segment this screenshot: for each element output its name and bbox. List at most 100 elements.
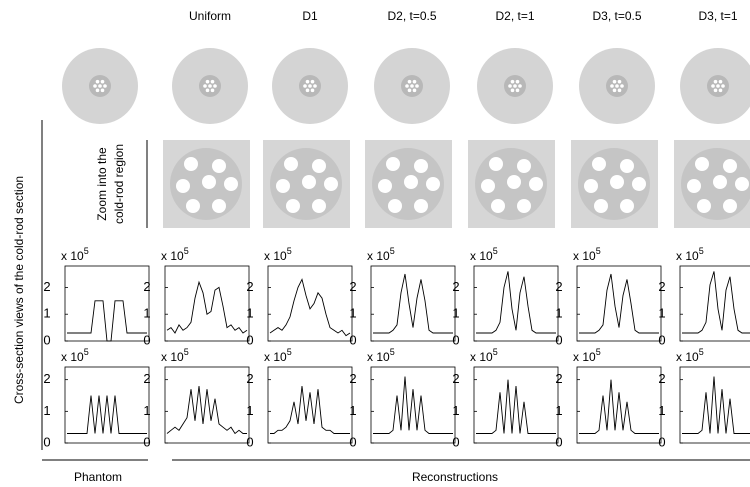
multiplier-exponent: 5 (287, 347, 292, 357)
multiplier-exponent: 5 (493, 246, 498, 256)
rod (306, 89, 310, 93)
axis-multiplier: x 105 (573, 347, 601, 364)
rod (98, 84, 102, 88)
y-tick-label: 1 (658, 306, 665, 321)
y-tick-label: 1 (555, 306, 562, 321)
y-tick-label: 0 (43, 434, 50, 449)
y-tick-label: 2 (246, 279, 253, 294)
multiplier-exponent: 5 (596, 347, 601, 357)
plot-frame (577, 367, 661, 443)
rod (620, 84, 624, 88)
y-tick-label: 2 (555, 279, 562, 294)
multiplier-text: x 10 (367, 350, 390, 364)
y-tick-label: 0 (143, 332, 150, 347)
zoom-rod (202, 175, 216, 189)
rod (103, 84, 107, 88)
y-tick-label: 0 (452, 332, 459, 347)
y-tick-label: 1 (143, 403, 150, 418)
zoom-rod (610, 175, 624, 189)
plot-frame (371, 266, 455, 341)
y-tick-label: 2 (349, 279, 356, 294)
multiplier-exponent: 5 (84, 347, 89, 357)
y-tick-label: 1 (143, 306, 150, 321)
y-tick-label: 2 (658, 279, 665, 294)
rod (714, 80, 718, 84)
y-tick-label: 0 (43, 332, 50, 347)
rod (721, 84, 725, 88)
zoom-rod (284, 157, 298, 171)
multiplier-text: x 10 (161, 249, 184, 263)
multiplier-exponent: 5 (390, 347, 395, 357)
multiplier-text: x 10 (573, 350, 596, 364)
multiplier-text: x 10 (264, 249, 287, 263)
y-tick-label: 1 (452, 306, 459, 321)
y-tick-label: 1 (246, 306, 253, 321)
y-tick-label: 1 (43, 306, 50, 321)
rod (415, 84, 419, 88)
zoom-rod (735, 177, 749, 191)
zoom-rod (414, 199, 428, 213)
zoom-rod (632, 177, 646, 191)
zoom-rod (594, 199, 608, 213)
y-tick-label: 2 (143, 371, 150, 386)
zoom-rod (517, 199, 531, 213)
rod (203, 84, 207, 88)
rod (719, 80, 723, 84)
profile-line (682, 377, 750, 434)
rod (716, 84, 720, 88)
rod (211, 80, 215, 84)
zoom-rod (620, 159, 634, 173)
plot-frame (65, 266, 149, 341)
multiplier-exponent: 5 (184, 347, 189, 357)
zoom-rod (388, 199, 402, 213)
multiplier-text: x 10 (61, 249, 84, 263)
rod (311, 89, 315, 93)
y-tick-label: 2 (452, 371, 459, 386)
axis-multiplier: x 105 (61, 246, 89, 263)
rod (101, 89, 105, 93)
zoom-rod (176, 179, 190, 193)
multiplier-text: x 10 (676, 249, 699, 263)
rod (413, 89, 417, 93)
rod (613, 89, 617, 93)
rod (308, 84, 312, 88)
plot-frame (577, 266, 661, 341)
y-tick-label: 1 (452, 403, 459, 418)
y-tick-label: 0 (246, 434, 253, 449)
axis-multiplier: x 105 (470, 347, 498, 364)
rod (610, 84, 614, 88)
rod (410, 84, 414, 88)
figure: Cross-section views of the cold-rod sect… (0, 0, 750, 487)
profile-line (67, 396, 147, 434)
axis-multiplier: x 105 (264, 246, 292, 263)
axis-multiplier: x 105 (161, 347, 189, 364)
y-tick-label: 0 (555, 434, 562, 449)
zoom-rod (426, 177, 440, 191)
rod (306, 80, 310, 84)
footer-label: Phantom (74, 470, 122, 484)
rod (313, 84, 317, 88)
rod (96, 80, 100, 84)
multiplier-exponent: 5 (699, 347, 704, 357)
multiplier-exponent: 5 (596, 246, 601, 256)
plot-frame (268, 367, 352, 443)
multiplier-text: x 10 (61, 350, 84, 364)
multiplier-exponent: 5 (493, 347, 498, 357)
zoom-rod (713, 175, 727, 189)
rod (413, 80, 417, 84)
y-tick-label: 2 (246, 371, 253, 386)
y-tick-label: 0 (143, 434, 150, 449)
multiplier-exponent: 5 (84, 246, 89, 256)
footer-label: Reconstructions (412, 470, 498, 484)
column-header: D3, t=1 (698, 9, 737, 23)
row-label: Cross-section views of the cold-rod sect… (12, 176, 26, 404)
rod (511, 80, 515, 84)
plot-frame (371, 367, 455, 443)
multiplier-text: x 10 (676, 350, 699, 364)
zoom-rod (517, 159, 531, 173)
profile-line (476, 380, 556, 434)
y-tick-label: 0 (452, 434, 459, 449)
y-tick-label: 1 (349, 403, 356, 418)
zoom-rod (212, 159, 226, 173)
multiplier-exponent: 5 (699, 246, 704, 256)
